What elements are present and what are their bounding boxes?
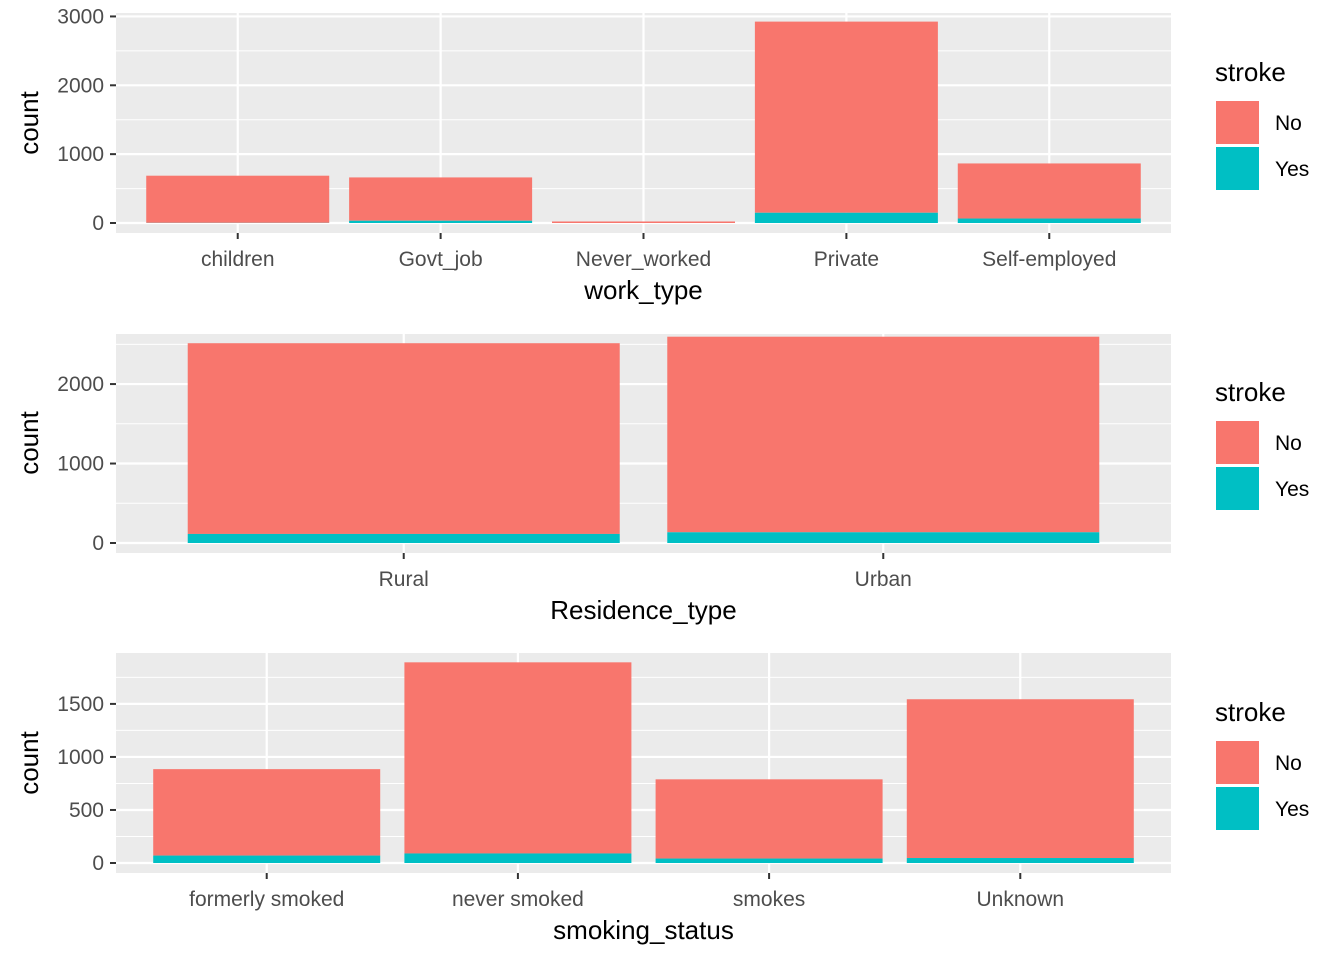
y-tick-label: 0 <box>92 212 104 235</box>
x-axis-title: work_type <box>583 275 703 305</box>
bar-yes-smokes <box>655 858 883 863</box>
y-tick-label: 3000 <box>57 5 104 28</box>
x-tick-label: children <box>201 248 275 271</box>
x-tick-label: formerly smoked <box>189 888 344 911</box>
y-tick-label: 1500 <box>57 693 104 716</box>
legend-label-yes: Yes <box>1275 158 1309 181</box>
bar-no-formerly smoked <box>153 769 381 856</box>
bar-yes-formerly smoked <box>153 855 381 863</box>
legend-title: stroke <box>1215 697 1286 727</box>
y-axis-title: count <box>14 730 44 794</box>
x-tick-label: Govt_job <box>399 248 483 271</box>
legend-key-no <box>1216 101 1259 144</box>
bar-no-Private <box>754 21 938 213</box>
x-tick-label: Rural <box>379 568 429 591</box>
y-tick-label: 1000 <box>57 143 104 166</box>
bar-no-Govt_job <box>349 177 533 221</box>
bar-no-Self-employed <box>957 163 1141 219</box>
y-axis-title: count <box>14 410 44 474</box>
bar-yes-Urban <box>667 532 1100 543</box>
x-tick-label: smokes <box>733 888 805 911</box>
legend-key-yes <box>1216 147 1259 190</box>
legend-key-no <box>1216 421 1259 464</box>
legend-key-no <box>1216 741 1259 784</box>
legend-label-no: No <box>1275 752 1302 775</box>
x-axis-title: smoking_status <box>553 915 734 945</box>
legend: stroke No Yes <box>1215 57 1309 190</box>
y-tick-label: 2000 <box>57 74 104 97</box>
legend-title: stroke <box>1215 57 1286 87</box>
x-tick-label: Unknown <box>977 888 1065 911</box>
legend-label-yes: Yes <box>1275 798 1309 821</box>
y-tick-label: 500 <box>69 799 104 822</box>
x-tick-label: never smoked <box>452 888 584 911</box>
bar-no-smokes <box>655 779 883 859</box>
y-axis-title: count <box>14 90 44 154</box>
bar-no-Rural <box>187 343 620 534</box>
y-tick-label: 0 <box>92 852 104 875</box>
bar-yes-Rural <box>187 533 620 543</box>
bar-no-children <box>146 175 330 223</box>
x-tick-label: Never_worked <box>576 248 711 271</box>
legend-label-yes: Yes <box>1275 478 1309 501</box>
chart-panel-1: 0 1000 2000 3000 children Govt_job Never_worke… <box>14 5 1309 305</box>
legend-title: stroke <box>1215 377 1286 407</box>
x-tick-label: Private <box>814 248 879 271</box>
y-tick-label: 1000 <box>57 453 104 476</box>
bar-yes-never smoked <box>404 853 632 863</box>
bar-no-never smoked <box>404 662 632 854</box>
chart-panel-2: 0 1000 2000 Rural Urban Residence_type count st… <box>14 334 1309 625</box>
bar-no-Never_worked <box>552 221 735 223</box>
x-tick-label: Urban <box>855 568 912 591</box>
bar-yes-Self-employed <box>957 218 1141 223</box>
y-tick-label: 0 <box>92 532 104 555</box>
x-axis-title: Residence_type <box>550 595 736 625</box>
bar-yes-Govt_job <box>349 220 533 223</box>
y-tick-label: 1000 <box>57 746 104 769</box>
bar-no-Unknown <box>906 699 1134 859</box>
legend-key-yes <box>1216 787 1259 830</box>
legend-label-no: No <box>1275 432 1302 455</box>
bar-yes-Private <box>754 212 938 223</box>
y-tick-label: 2000 <box>57 373 104 396</box>
legend-key-yes <box>1216 467 1259 510</box>
legend: stroke No Yes <box>1215 377 1309 510</box>
legend-label-no: No <box>1275 112 1302 135</box>
bar-yes-Unknown <box>906 858 1134 863</box>
x-tick-label: Self-employed <box>982 248 1116 271</box>
legend: stroke No Yes <box>1215 697 1309 830</box>
chart-panel-3: 0 500 1000 1500 formerly smoked never smoked s… <box>14 653 1309 945</box>
bar-no-Urban <box>667 336 1100 533</box>
